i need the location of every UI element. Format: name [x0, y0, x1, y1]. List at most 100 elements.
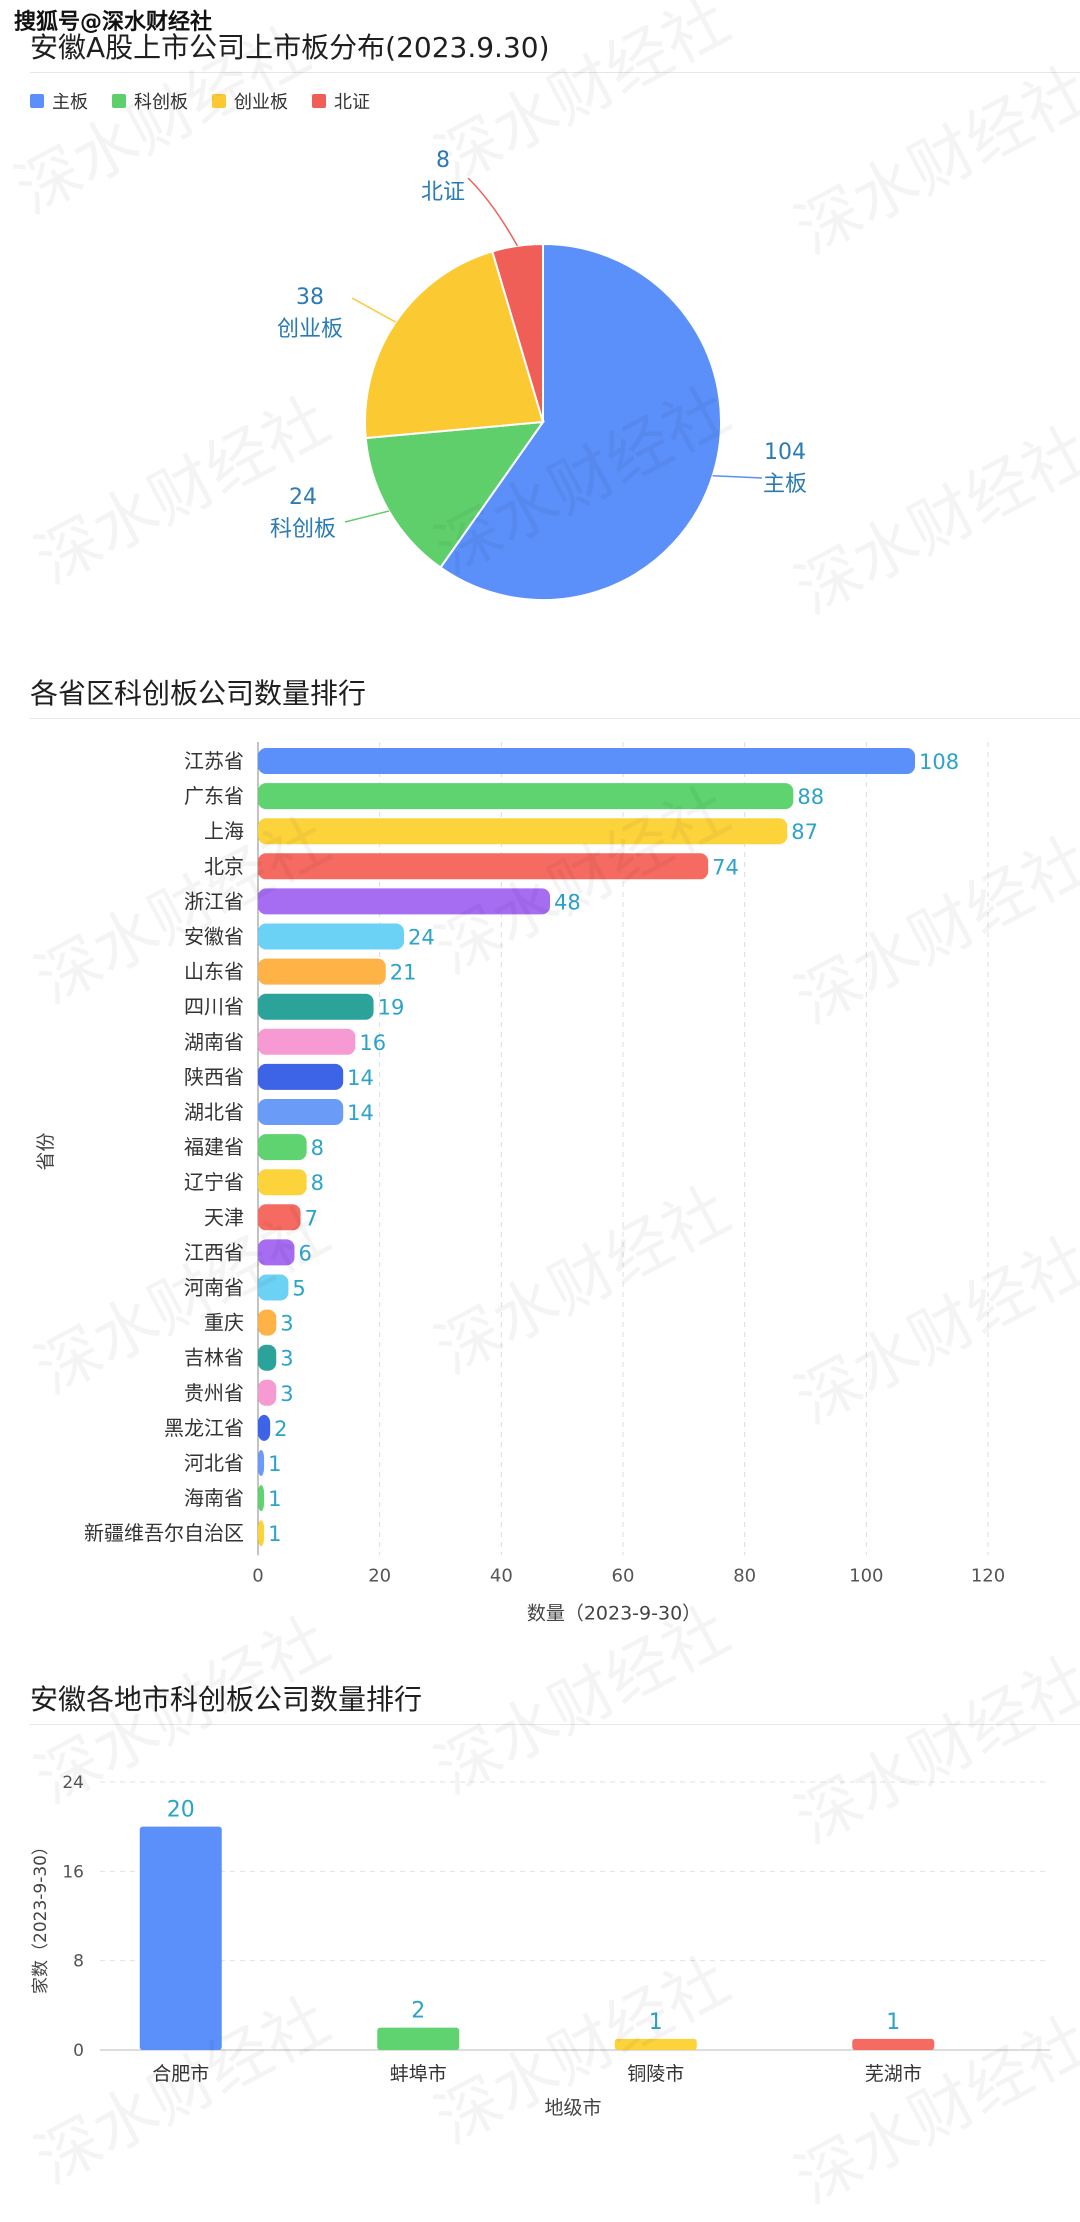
province-value-label: 1	[268, 1452, 281, 1476]
pie-leader-line-2	[351, 297, 397, 323]
province-value-label: 8	[311, 1171, 324, 1195]
legend-label: 主板	[52, 92, 88, 113]
province-label: 山东省	[184, 960, 244, 984]
province-bar[interactable]	[258, 1414, 271, 1441]
city-bar[interactable]	[614, 2038, 697, 2050]
x-axis-label: 地级市	[544, 2097, 601, 2119]
province-label: 湖南省	[184, 1030, 244, 1054]
province-bar[interactable]	[258, 1063, 344, 1090]
province-label: 辽宁省	[184, 1170, 244, 1194]
province-label: 吉林省	[184, 1346, 244, 1370]
pie-slice-2[interactable]	[364, 250, 545, 440]
province-bar[interactable]	[258, 958, 386, 985]
city-value-label: 1	[886, 2010, 900, 2035]
legend-swatch	[30, 94, 44, 108]
province-label: 贵州省	[184, 1381, 244, 1405]
pie-value-label-2: 38	[296, 285, 324, 310]
city-label: 铜陵市	[627, 2063, 684, 2085]
province-bar[interactable]	[258, 853, 709, 880]
province-value-label: 24	[408, 926, 435, 950]
y-tick-label: 0	[73, 2041, 84, 2061]
city-value-label: 1	[649, 2010, 663, 2035]
province-bar[interactable]	[258, 1134, 307, 1161]
province-bar[interactable]	[258, 1485, 265, 1512]
province-label: 陕西省	[184, 1065, 244, 1089]
province-bar[interactable]	[258, 1450, 265, 1476]
legend-label: 科创板	[134, 92, 188, 113]
legend-item-3[interactable]: 北证	[312, 88, 370, 114]
province-bar[interactable]	[258, 1379, 277, 1406]
province-label: 重庆	[204, 1311, 244, 1335]
pie-slice-3[interactable]	[491, 242, 544, 423]
province-label: 北京	[204, 854, 244, 878]
province-value-label: 2	[274, 1417, 287, 1441]
province-bar[interactable]	[258, 1099, 344, 1125]
legend-label: 创业板	[234, 92, 288, 113]
province-value-label: 19	[378, 996, 405, 1020]
city-bar[interactable]	[377, 2027, 460, 2050]
province-bar[interactable]	[258, 1028, 356, 1055]
province-label: 福建省	[184, 1135, 244, 1159]
province-value-label: 1	[268, 1522, 281, 1546]
province-ranking-divider	[30, 718, 1080, 719]
pie-value-label-1: 24	[289, 485, 317, 510]
province-value-label: 88	[797, 785, 824, 809]
province-label: 河南省	[184, 1276, 244, 1300]
province-label: 安徽省	[184, 925, 244, 949]
pie-leader-line-3	[467, 177, 519, 247]
province-value-label: 48	[554, 890, 581, 914]
province-value-label: 3	[280, 1347, 293, 1371]
x-tick-label: 40	[490, 1565, 513, 1586]
province-bar[interactable]	[258, 1239, 295, 1266]
province-label: 天津	[204, 1205, 244, 1229]
province-value-label: 74	[712, 855, 739, 879]
province-value-label: 6	[299, 1241, 312, 1265]
province-value-label: 5	[292, 1277, 305, 1301]
province-value-label: 16	[359, 1031, 386, 1055]
province-bar[interactable]	[258, 1274, 289, 1301]
province-bar[interactable]	[258, 888, 550, 915]
province-bar[interactable]	[258, 923, 404, 950]
pie-legend: 主板 科创板 创业板 北证	[30, 88, 370, 114]
province-bar[interactable]	[258, 1309, 277, 1336]
pie-leader-line-1	[344, 510, 390, 523]
province-value-label: 14	[347, 1066, 374, 1090]
pie-leader-line-0	[712, 475, 763, 479]
province-label: 新疆维吾尔自治区	[84, 1521, 244, 1545]
province-bar[interactable]	[258, 1169, 307, 1196]
pie-category-label-2: 创业板	[277, 317, 343, 342]
province-bar[interactable]	[258, 1344, 277, 1371]
province-bar[interactable]	[258, 1520, 265, 1547]
pie-slice-1[interactable]	[364, 420, 546, 569]
legend-item-2[interactable]: 创业板	[212, 88, 288, 114]
province-ranking-section: 各省区科创板公司数量排行 0 20 40 60 80 100 120 江苏省 108 广东省 88 上…	[0, 640, 1080, 1640]
legend-swatch	[312, 94, 326, 108]
province-bar[interactable]	[258, 818, 788, 845]
province-label: 湖北省	[184, 1100, 244, 1124]
legend-item-1[interactable]: 科创板	[112, 88, 188, 114]
province-bar[interactable]	[258, 748, 915, 774]
city-bar[interactable]	[139, 1826, 222, 2050]
legend-item-0[interactable]: 主板	[30, 88, 88, 114]
province-bar[interactable]	[258, 783, 794, 810]
x-tick-label: 80	[733, 1565, 756, 1586]
pie-slice-0[interactable]	[439, 242, 722, 601]
province-bar[interactable]	[258, 1204, 301, 1231]
source-tag: 搜狐号@深水财经社	[14, 10, 213, 35]
city-ranking-section: 安徽各地市科创板公司数量排行 0 8 16 24 20 合肥市 2 蚌埠市 1 铜陵市 1 芜湖市 地级…	[0, 1640, 1080, 2156]
province-label: 江苏省	[184, 749, 244, 773]
province-value-label: 21	[390, 961, 417, 985]
province-value-label: 7	[305, 1206, 318, 1230]
board-distribution-section: 安徽A股上市公司上市板分布(2023.9.30) 主板 科创板 创业板 北证 104 主…	[0, 0, 1080, 640]
city-bar[interactable]	[852, 2038, 935, 2050]
pie-category-label-1: 科创板	[270, 517, 336, 542]
y-axis-label: 省份	[35, 1133, 57, 1171]
province-label: 四川省	[184, 995, 244, 1019]
legend-label: 北证	[334, 92, 370, 113]
province-value-label: 1	[268, 1487, 281, 1511]
pie-value-label-3: 8	[436, 148, 450, 173]
province-bar[interactable]	[258, 993, 374, 1020]
x-tick-label: 120	[971, 1565, 1005, 1586]
